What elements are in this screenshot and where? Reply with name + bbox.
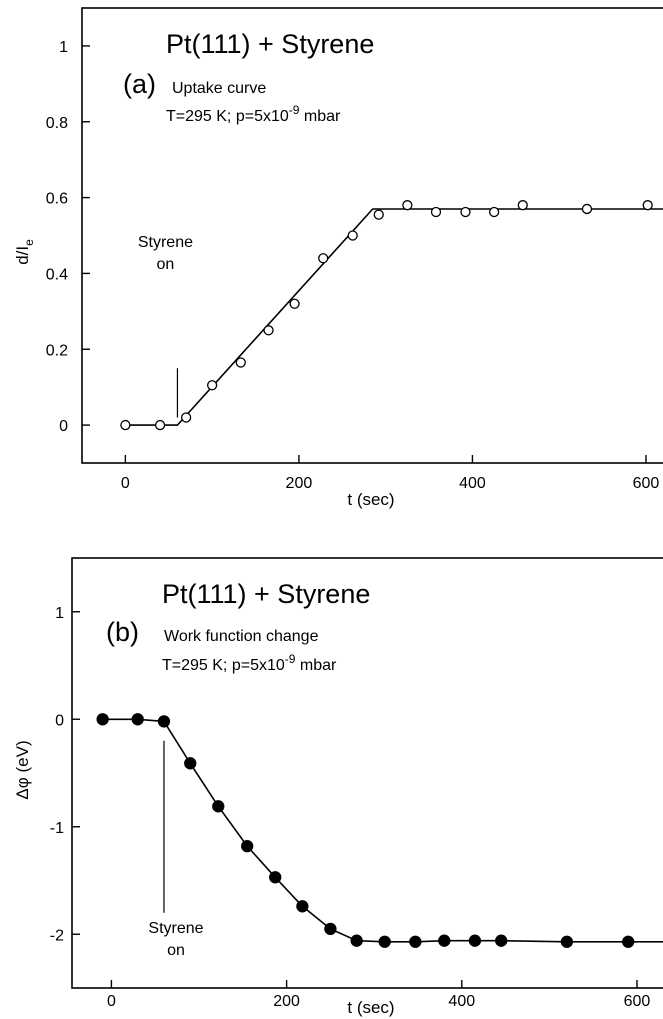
panel-b-data-point	[495, 934, 508, 947]
panel-a-xtick-label: 200	[286, 475, 313, 492]
panel-b-annotation-text: Styrene	[148, 920, 203, 937]
panel-b: 0 200 400 600 1 0 -1 -2 Styrene on Pt(111) + Sty…	[13, 557, 663, 1017]
panel-a-xtick-label: 0	[121, 475, 130, 492]
panel-b-ylabel: Δφ (eV)	[13, 740, 32, 799]
panel-a-data-point	[235, 357, 246, 368]
panel-a-series-line	[125, 208, 663, 426]
panel-a-data-point	[488, 206, 500, 218]
panel-a-data-point	[263, 325, 274, 336]
panel-a-letter: (a)	[123, 69, 156, 99]
panel-b-title: Pt(111) + Styrene	[162, 579, 370, 609]
panel-a-ytick-label: 1	[59, 39, 68, 56]
panel-a-xtick-label: 600	[633, 475, 660, 492]
panel-b-data-point	[409, 935, 422, 948]
panel-b-conditions-suffix: mbar	[295, 657, 337, 674]
panel-a-data-point	[289, 298, 300, 309]
panel-a-conditions-exponent: -9	[289, 103, 300, 117]
panel-b-ytick-label: 1	[55, 605, 64, 622]
panel-a-data-point	[430, 206, 442, 218]
panel-b-subtitle: Work function change	[164, 628, 319, 645]
panel-a-ytick-label: 0.8	[46, 115, 68, 132]
panel-b-ytick-label: -1	[50, 820, 64, 837]
panel-b-data-point	[296, 900, 309, 913]
panel-b-points	[96, 713, 635, 948]
panel-a-ticks	[82, 45, 647, 463]
panel-b-line	[102, 718, 663, 943]
panel-b-xtick-label: 0	[107, 993, 116, 1010]
panel-b-data-point	[157, 715, 171, 728]
panel-a-data-point	[347, 230, 358, 241]
panel-b-ylabel-main: Δφ (eV)	[13, 740, 32, 799]
panel-b-data-point	[378, 935, 391, 948]
panel-b-ticks	[72, 611, 638, 988]
panel-a-subtitle: Uptake curve	[172, 80, 266, 97]
panel-b-data-point	[212, 800, 225, 813]
panel-b-frame	[71, 557, 663, 989]
panel-b-conditions-prefix: T=295 K; p=5x10	[162, 657, 285, 674]
panel-a-data-point	[180, 412, 192, 423]
panel-a-data-point	[402, 200, 413, 211]
panel-a-ylabel-sub: e	[22, 239, 36, 246]
panel-b-series-line	[102, 718, 663, 943]
panel-a-data-point	[206, 380, 218, 391]
panel-b-data-point	[560, 935, 574, 948]
panel-b-data-point	[350, 934, 363, 947]
panel-b-data-point	[324, 922, 337, 936]
panel-b-xtick-label: 600	[624, 993, 651, 1010]
panel-a-data-point	[642, 200, 653, 211]
panel-b-conditions-exponent: -9	[285, 652, 296, 666]
panel-b-letter: (b)	[106, 617, 139, 647]
panel-a-tick-labels: 0 200 400 600 0 0.2 0.4 0.6 0.8 1	[46, 39, 660, 492]
panel-a-annotation-text: on	[157, 256, 175, 273]
panel-b-data-point	[184, 757, 197, 770]
panel-a-ytick-label: 0.6	[46, 191, 68, 208]
panel-b-xlabel: t (sec)	[347, 998, 394, 1017]
panel-a-ytick-label: 0	[59, 418, 68, 435]
panel-a-frame	[81, 7, 663, 464]
panel-a-data-point	[318, 253, 329, 264]
panel-a-data-point	[154, 419, 166, 431]
panel-b-data-point	[622, 935, 635, 948]
panel-a-ylabel-main: d/I	[13, 246, 32, 265]
panel-b-data-point	[96, 713, 109, 726]
panel-a-annotation-text: Styrene	[138, 234, 193, 251]
panel-a-ytick-label: 0.4	[46, 266, 68, 283]
panel-a-data-point	[517, 200, 528, 211]
panel-b-xtick-label: 200	[273, 993, 300, 1010]
panel-a-data-point	[373, 209, 384, 220]
panel-a-xlabel: t (sec)	[347, 490, 394, 509]
panel-a-conditions-suffix: mbar	[299, 108, 341, 125]
panel-b-annotation: Styrene on	[148, 740, 204, 959]
panel-a-title: Pt(111) + Styrene	[166, 29, 374, 59]
panel-a-conditions: T=295 K; p=5x10-9 mbar	[166, 103, 341, 125]
panel-a-ylabel: d/Ie	[13, 239, 36, 265]
panel-b-data-point	[269, 871, 282, 884]
panel-a-points	[120, 200, 653, 431]
panel-b-conditions: T=295 K; p=5x10-9 mbar	[162, 652, 337, 674]
panel-a-data-point	[460, 206, 471, 218]
panel-a: 0 200 400 600 0 0.2 0.4 0.6 0.8 1 Styrene on Pt(11…	[13, 7, 663, 509]
panel-a-data-point	[581, 203, 593, 215]
panel-b-xtick-label: 400	[448, 993, 475, 1010]
panel-b-data-point	[131, 713, 144, 726]
panel-a-annotation: Styrene on	[138, 234, 193, 418]
panel-a-conditions-prefix: T=295 K; p=5x10	[166, 108, 289, 125]
panel-b-annotation-text: on	[167, 942, 185, 959]
panel-b-tick-labels: 0 200 400 600 1 0 -1 -2	[50, 605, 651, 1010]
panel-b-data-point	[438, 934, 451, 947]
panel-b-ytick-label: -2	[50, 927, 64, 944]
panel-a-data-point	[120, 419, 131, 431]
panel-a-fit-line	[125, 208, 663, 426]
panel-b-data-point	[241, 839, 254, 853]
panel-b-ytick-label: 0	[55, 712, 64, 729]
panel-a-ytick-label: 0.2	[46, 342, 68, 359]
panel-b-data-point	[468, 934, 482, 947]
panel-a-xtick-label: 400	[459, 475, 486, 492]
